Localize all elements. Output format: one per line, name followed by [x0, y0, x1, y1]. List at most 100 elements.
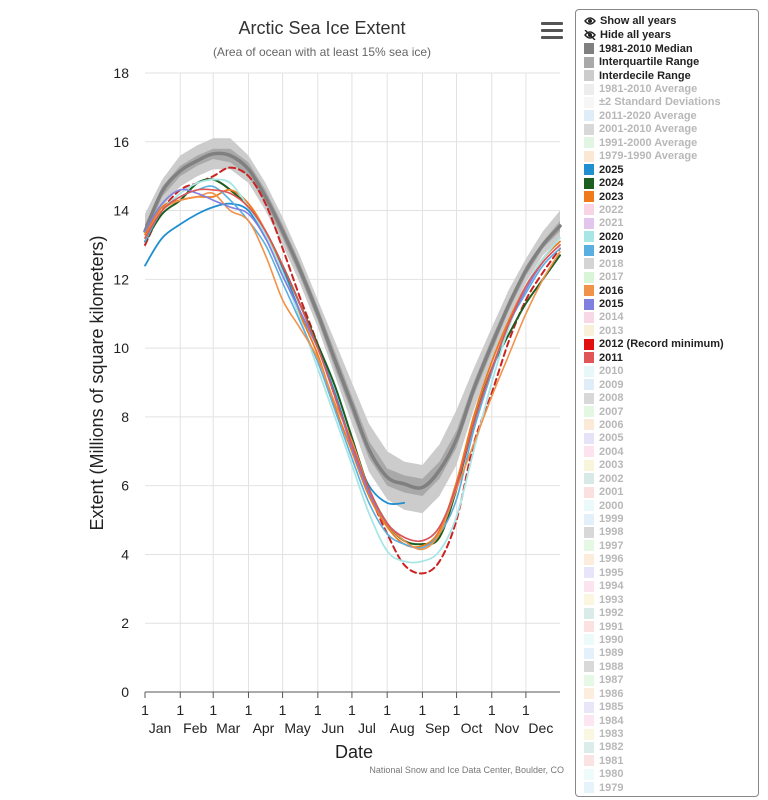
legend-item[interactable]: 1996	[584, 553, 758, 566]
legend-item[interactable]: 2008	[584, 391, 758, 404]
legend-item[interactable]: 1991	[584, 620, 758, 633]
legend-swatch	[584, 325, 594, 337]
legend-item[interactable]: 1992	[584, 606, 758, 619]
legend-item[interactable]: 2005	[584, 432, 758, 445]
legend-item[interactable]: 1979	[584, 781, 758, 794]
hide-all-years-button[interactable]: Hide all years	[584, 28, 758, 42]
legend-swatch	[584, 500, 594, 512]
legend-item[interactable]: 2007	[584, 405, 758, 418]
legend-label: 2009	[599, 378, 624, 391]
legend-item[interactable]: 2002	[584, 472, 758, 485]
chart-menu-button[interactable]	[541, 22, 563, 40]
legend-item[interactable]: 2016	[584, 284, 758, 297]
legend-item[interactable]: 1995	[584, 566, 758, 579]
legend-swatch	[584, 473, 594, 485]
legend-label: 2018	[599, 257, 624, 270]
series-line-2019	[144, 185, 561, 549]
chart-credits[interactable]: National Snow and Ice Data Center, Bould…	[369, 765, 564, 775]
extent-chart: Arctic Sea Ice Extent (Area of ocean wit…	[87, 18, 564, 775]
legend-item[interactable]: 2025	[584, 163, 758, 176]
legend-item[interactable]: 2011	[584, 351, 758, 364]
legend-label: 2011-2020 Average	[599, 109, 697, 122]
legend-label: 1999	[599, 513, 624, 526]
legend-item[interactable]: 1988	[584, 660, 758, 673]
legend-label: 1980	[599, 768, 624, 781]
legend-item[interactable]: 2020	[584, 230, 758, 243]
legend-item[interactable]: 2001-2010 Average	[584, 123, 758, 136]
legend-item[interactable]: 1997	[584, 539, 758, 552]
legend-swatch	[584, 83, 594, 95]
show-all-years-button[interactable]: Show all years	[584, 14, 758, 28]
legend-label: 1997	[599, 539, 624, 552]
legend-item[interactable]: 1986	[584, 687, 758, 700]
legend-item[interactable]: 1991-2000 Average	[584, 136, 758, 149]
series-line-2023	[144, 188, 561, 549]
legend-item[interactable]: 2023	[584, 190, 758, 203]
legend-item[interactable]: 1993	[584, 593, 758, 606]
legend-item[interactable]: Interdecile Range	[584, 69, 758, 82]
legend-swatch	[584, 513, 594, 525]
legend-swatch	[584, 432, 594, 444]
legend-item[interactable]: 2024	[584, 176, 758, 189]
chart-area: Arctic Sea Ice Extent (Area of ocean wit…	[87, 18, 564, 775]
legend-item[interactable]: 1982	[584, 741, 758, 754]
legend-item[interactable]: 2019	[584, 244, 758, 257]
legend-item[interactable]: 2006	[584, 418, 758, 431]
legend-item[interactable]: 1980	[584, 768, 758, 781]
legend-label: 2001	[599, 486, 624, 499]
legend-item[interactable]: 1987	[584, 674, 758, 687]
series-line-2015	[144, 188, 561, 543]
legend-item[interactable]: 1981-2010 Median	[584, 42, 758, 55]
legend-item[interactable]: 1998	[584, 526, 758, 539]
legend-item[interactable]: 1983	[584, 727, 758, 740]
legend-label: 2006	[599, 418, 624, 431]
legend-item[interactable]: 1990	[584, 633, 758, 646]
y-tick-label: 6	[121, 478, 129, 494]
series-line-2016	[144, 192, 561, 551]
legend-item[interactable]: Interquartile Range	[584, 55, 758, 68]
legend-item[interactable]: 1994	[584, 580, 758, 593]
legend-swatch	[584, 285, 594, 297]
y-tick-label: 8	[121, 409, 129, 425]
legend-item[interactable]: 2022	[584, 203, 758, 216]
legend-label: 2001-2010 Average	[599, 123, 698, 136]
legend-label: 2021	[599, 217, 624, 230]
legend-swatch	[584, 768, 594, 780]
legend-item[interactable]: 2012 (Record minimum)	[584, 338, 758, 351]
legend-item[interactable]: 2010	[584, 365, 758, 378]
x-tick-month: May	[284, 720, 310, 736]
legend-item[interactable]: 1985	[584, 700, 758, 713]
legend-item[interactable]: 1981	[584, 754, 758, 767]
legend-label: 1981-2010 Median	[599, 42, 693, 55]
legend-item[interactable]: 2013	[584, 324, 758, 337]
legend-item[interactable]: 2011-2020 Average	[584, 109, 758, 122]
legend-swatch	[584, 540, 594, 552]
legend-swatch	[584, 231, 594, 243]
axes: 0246810121416181Jan1Feb1Mar1Apr1May1Jun1…	[113, 65, 560, 736]
x-tick-number: 1	[453, 702, 461, 718]
legend-item[interactable]: 2001	[584, 485, 758, 498]
legend-swatch	[584, 43, 594, 55]
legend-item[interactable]: 1979-1990 Average	[584, 150, 758, 163]
legend-swatch	[584, 701, 594, 713]
y-tick-label: 4	[121, 546, 129, 562]
legend-item[interactable]: 1981-2010 Average	[584, 82, 758, 95]
legend-item[interactable]: 1984	[584, 714, 758, 727]
legend-swatch	[584, 486, 594, 498]
legend-item[interactable]: ±2 Standard Deviations	[584, 96, 758, 109]
legend-item[interactable]: 1989	[584, 647, 758, 660]
legend-item[interactable]: 2000	[584, 499, 758, 512]
legend-item[interactable]: 2015	[584, 297, 758, 310]
legend-label: 1989	[599, 647, 624, 660]
legend-item[interactable]: 2009	[584, 378, 758, 391]
legend-item[interactable]: 2021	[584, 217, 758, 230]
legend-item[interactable]: 1999	[584, 512, 758, 525]
legend-item[interactable]: 2004	[584, 445, 758, 458]
legend-item[interactable]: 2017	[584, 270, 758, 283]
legend-item[interactable]: 2018	[584, 257, 758, 270]
legend-item[interactable]: 2003	[584, 459, 758, 472]
legend-label: 1981	[599, 754, 624, 767]
legend-label: 2016	[599, 284, 624, 297]
legend-item[interactable]: 2014	[584, 311, 758, 324]
legend-label: 1982	[599, 741, 624, 754]
